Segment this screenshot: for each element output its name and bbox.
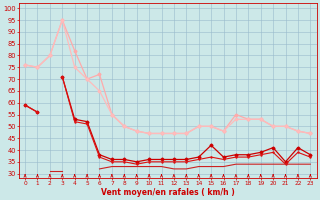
X-axis label: Vent moyen/en rafales ( km/h ): Vent moyen/en rafales ( km/h ) (101, 188, 235, 197)
